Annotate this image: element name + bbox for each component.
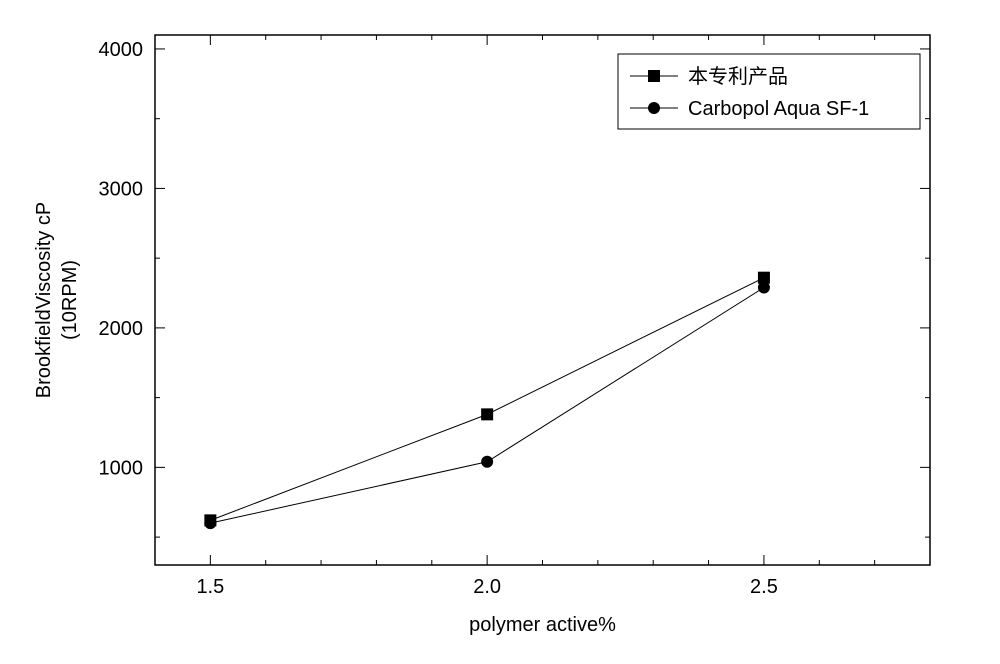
series-line-1 — [210, 287, 764, 523]
marker-circle — [648, 102, 660, 114]
viscosity-chart: 1.5 2.0 2.5 1000 2000 3000 4000 polymer active%… — [0, 0, 1000, 664]
marker-circle — [481, 456, 493, 468]
x-tick-label: 2.0 — [473, 576, 501, 598]
y-tick-label: 3000 — [99, 178, 144, 200]
legend-label: 本专利产品 — [688, 65, 788, 88]
chart-svg: 1.5 2.0 2.5 1000 2000 3000 4000 polymer active%… — [0, 0, 1000, 664]
y-tick-label: 1000 — [99, 457, 144, 479]
marker-square — [648, 70, 660, 82]
marker-square — [481, 408, 493, 420]
y-tick-label: 4000 — [99, 39, 144, 61]
x-axis-label: polymer active% — [469, 614, 616, 636]
x-tick-label: 1.5 — [196, 576, 224, 598]
y-tick-label: 2000 — [99, 318, 144, 340]
x-tick-label: 2.5 — [750, 576, 778, 598]
legend-label: Carbopol Aqua SF-1 — [688, 98, 869, 120]
y-axis-label-line1: BrookfieldViscosity cP — [33, 202, 55, 398]
series-line-0 — [210, 278, 764, 521]
y-axis-label-group: BrookfieldViscosity cP(10RPM) — [33, 202, 81, 398]
marker-circle — [758, 281, 770, 293]
marker-circle — [204, 517, 216, 529]
y-axis-label-line2: (10RPM) — [59, 260, 81, 340]
